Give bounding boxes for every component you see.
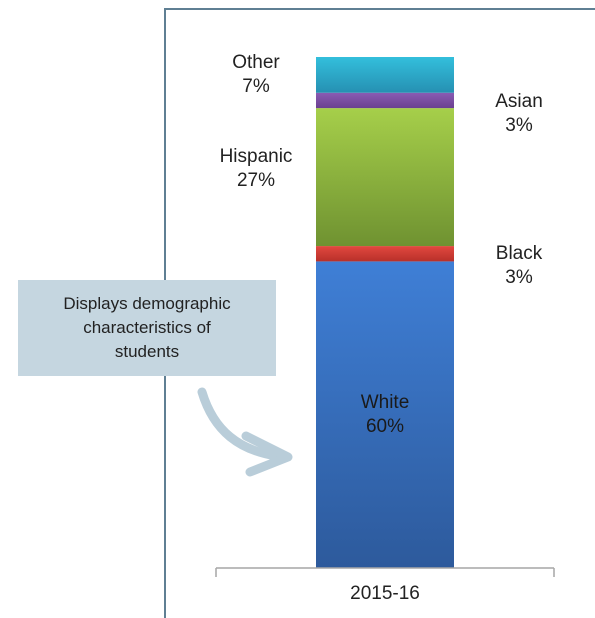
segment-percent: 7% — [242, 75, 270, 97]
bar-segment-white — [316, 261, 454, 568]
callout-line-2: characteristics of — [83, 318, 211, 337]
bar-segment-asian — [316, 92, 454, 109]
segment-label-white: White 60% — [361, 391, 410, 439]
segment-percent: 3% — [505, 115, 533, 137]
segment-name: Asian — [495, 91, 543, 113]
segment-label-black: Black 3% — [496, 242, 542, 290]
callout-line-3: students — [114, 342, 180, 361]
bar-segment-black — [316, 246, 454, 262]
segment-name: Hispanic — [219, 146, 293, 168]
x-tick-label: 2015-16 — [350, 583, 420, 604]
callout-box: Displays demographic characteristics of … — [18, 280, 276, 376]
callout-arrow-head — [241, 431, 293, 477]
segment-percent: 60% — [365, 415, 405, 437]
segment-label-other: Other 7% — [232, 51, 280, 99]
segment-name: White — [360, 391, 410, 413]
callout-line-1: Displays demographic — [63, 294, 231, 313]
segment-label-hispanic: Hispanic 27% — [220, 145, 293, 193]
segment-label-asian: Asian 3% — [495, 90, 543, 138]
bar-segment-hispanic — [316, 108, 454, 247]
segment-name: Black — [495, 242, 543, 264]
bar-segment-other — [316, 57, 454, 93]
segment-name: Other — [232, 51, 280, 73]
callout-arrow — [197, 387, 281, 461]
segment-percent: 3% — [505, 266, 533, 288]
segment-percent: 27% — [236, 170, 276, 192]
